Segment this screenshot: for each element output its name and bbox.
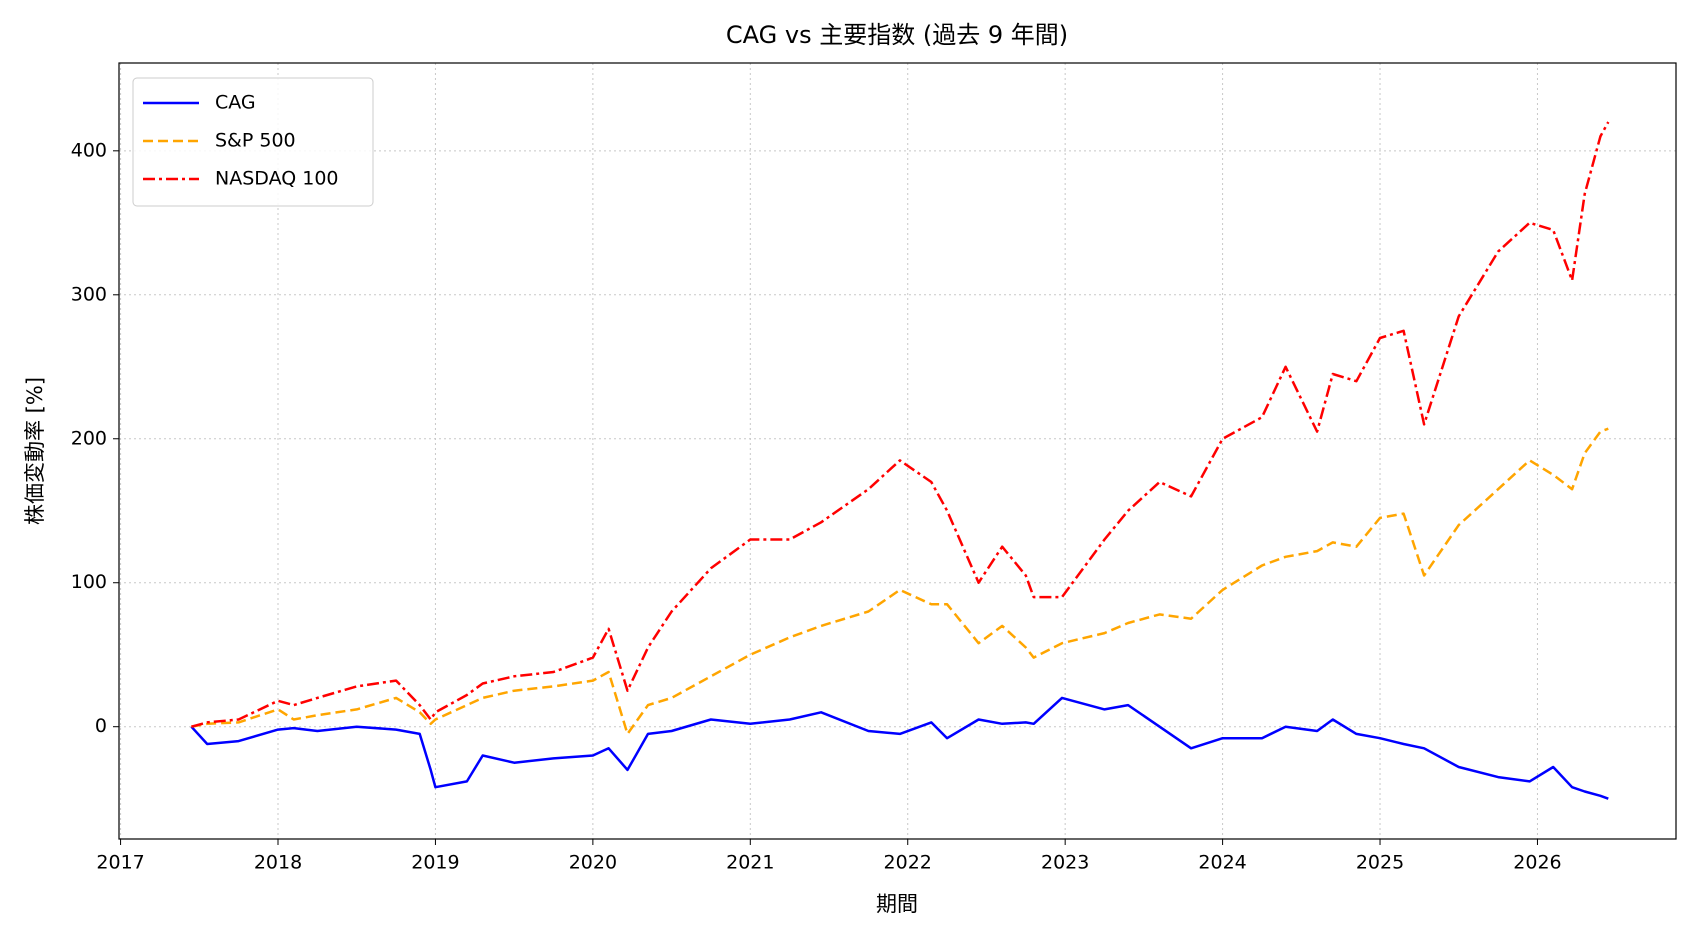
- x-tick-label: 2026: [1513, 852, 1561, 874]
- series-line: [190, 696, 1609, 800]
- y-tick-label: 200: [71, 427, 107, 449]
- x-tick-label: 2024: [1198, 852, 1246, 874]
- x-tick-label: 2018: [254, 852, 302, 874]
- y-tick-label: 300: [71, 283, 107, 305]
- x-tick-label: 2019: [411, 852, 459, 874]
- x-axis-label: 期間: [876, 892, 918, 916]
- y-tick-label: 400: [71, 139, 107, 161]
- legend-label: S&P 500: [215, 130, 296, 152]
- y-tick-label: 100: [71, 571, 107, 593]
- x-tick-label: 2025: [1356, 852, 1404, 874]
- x-tick-label: 2017: [96, 852, 144, 874]
- x-tick-label: 2020: [569, 852, 617, 874]
- y-tick-label: 0: [95, 715, 107, 737]
- legend-label: NASDAQ 100: [215, 168, 339, 190]
- legend-box: [132, 77, 374, 207]
- x-tick-label: 2023: [1041, 852, 1089, 874]
- chart-title: CAG vs 主要指数 (過去 9 年間): [726, 21, 1068, 49]
- legend-label: CAG: [215, 92, 256, 114]
- series-line: [191, 121, 1610, 728]
- x-tick-label: 2021: [726, 852, 774, 874]
- plot-frame: [118, 62, 1677, 840]
- y-axis-label: 株価変動率 [%]: [23, 377, 47, 525]
- x-tick-label: 2022: [884, 852, 932, 874]
- legend: CAG S&P 500 NASDAQ 100: [132, 77, 374, 207]
